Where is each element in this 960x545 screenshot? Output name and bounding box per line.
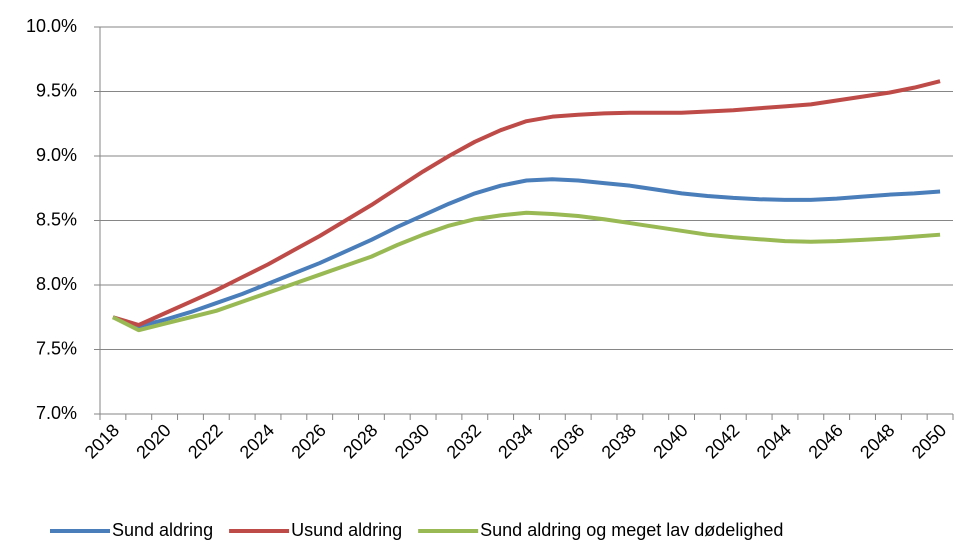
- x-tick-label: 2036: [546, 420, 588, 462]
- x-tick-label: 2038: [598, 420, 640, 462]
- x-tick-label: 2020: [132, 420, 174, 462]
- y-tick-label: 10.0%: [26, 16, 77, 36]
- y-tick-label: 9.0%: [36, 145, 77, 165]
- series-line: [112, 210, 941, 333]
- y-tick-label: 7.5%: [36, 338, 77, 358]
- y-tick-label: 9.5%: [36, 80, 77, 100]
- x-tick-label: 2050: [908, 420, 950, 462]
- x-tick-label: 2018: [81, 420, 123, 462]
- x-tick-label: 2024: [236, 420, 278, 462]
- series-line: [112, 177, 941, 329]
- y-tick-label: 8.5%: [36, 209, 77, 229]
- legend-label: Sund aldring og meget lav dødelighed: [480, 520, 783, 540]
- series-line: [112, 79, 941, 327]
- x-tick-label: 2022: [184, 420, 226, 462]
- x-tick-label: 2048: [856, 420, 898, 462]
- x-tick-label: 2032: [443, 420, 485, 462]
- x-tick-label: 2044: [753, 420, 795, 462]
- x-tick-label: 2034: [494, 420, 536, 462]
- x-tick-label: 2040: [649, 420, 691, 462]
- x-tick-label: 2042: [701, 420, 743, 462]
- x-tick-label: 2046: [804, 420, 846, 462]
- x-tick-label: 2028: [339, 420, 381, 462]
- y-tick-label: 8.0%: [36, 274, 77, 294]
- x-tick-label: 2026: [287, 420, 329, 462]
- legend-label: Sund aldring: [112, 520, 213, 540]
- y-tick-label: 7.0%: [36, 403, 77, 423]
- x-tick-label: 2030: [391, 420, 433, 462]
- legend-label: Usund aldring: [291, 520, 402, 540]
